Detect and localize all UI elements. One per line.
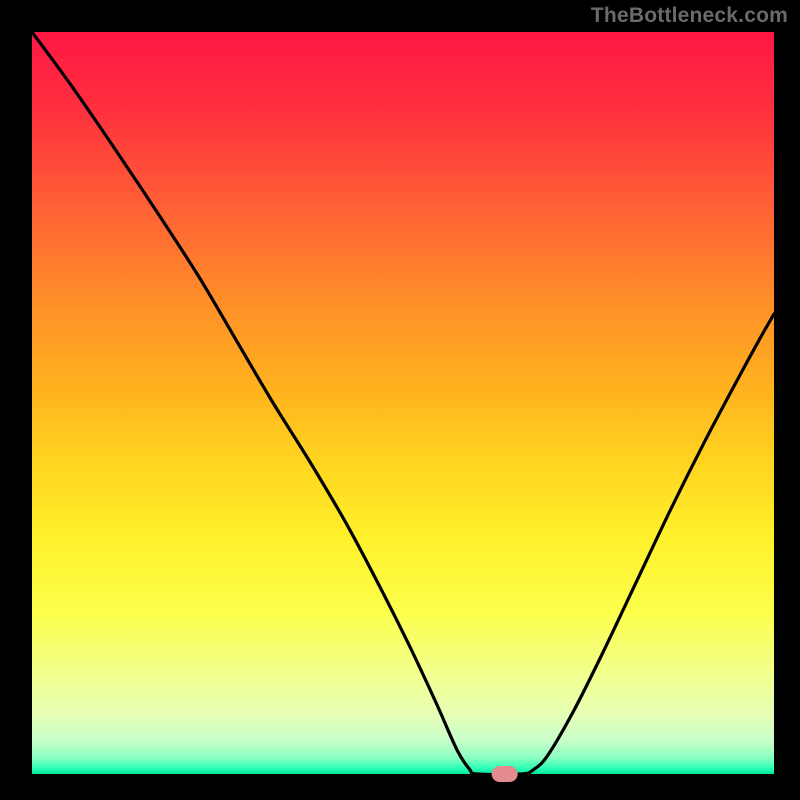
bottleneck-chart xyxy=(0,0,800,800)
plot-area xyxy=(32,32,774,774)
watermark-text: TheBottleneck.com xyxy=(591,4,788,28)
optimal-marker xyxy=(492,766,518,782)
chart-container: { "watermark": { "text": "TheBottleneck.… xyxy=(0,0,800,800)
